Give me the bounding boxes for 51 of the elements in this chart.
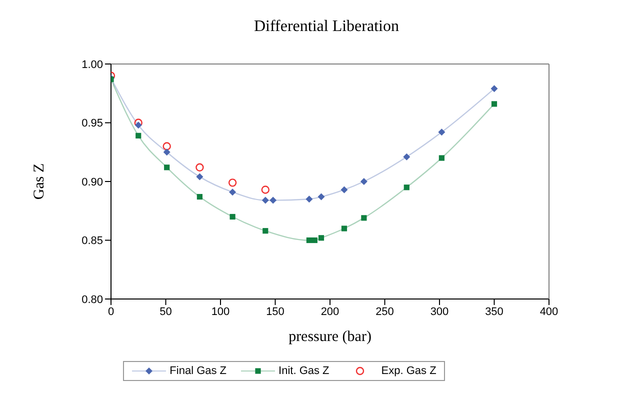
point (162, 142, 171, 150)
point (134, 118, 142, 127)
point (163, 148, 170, 156)
point (228, 178, 237, 187)
point (164, 164, 170, 170)
x-tick-label: 400 (540, 306, 558, 318)
x-tick-label: 250 (376, 306, 394, 318)
point (262, 228, 268, 234)
point (306, 237, 312, 244)
point (312, 237, 318, 244)
point (318, 193, 325, 200)
point (438, 128, 446, 136)
x-tick-label: 300 (430, 306, 449, 318)
x-tick-label: 200 (320, 306, 340, 318)
y-tick-label: 0.95 (82, 118, 103, 130)
y-tick-label: 0.85 (82, 235, 103, 248)
point (261, 186, 270, 194)
y-tick-label: 0.90 (82, 176, 103, 188)
point (403, 153, 410, 160)
point (230, 214, 236, 220)
point (361, 215, 367, 221)
x-axis-title: pressure (bar) (288, 329, 372, 345)
point (438, 155, 444, 161)
x-tick-label: 0 (108, 306, 114, 318)
x-tick-label: 350 (485, 306, 504, 318)
point (229, 188, 236, 196)
y-tick-label: 1.00 (82, 58, 103, 71)
point (340, 186, 348, 194)
x-tick-label: 150 (266, 306, 284, 318)
legend-label: Final Gas Z (168, 365, 227, 377)
point (341, 226, 348, 232)
point (136, 132, 142, 138)
point (491, 101, 498, 107)
x-tick-label: 50 (160, 306, 172, 318)
point (270, 196, 277, 204)
point (490, 85, 498, 92)
y-tick-label: 0.80 (82, 294, 103, 306)
point (196, 194, 202, 200)
x-tick-label: 100 (211, 306, 230, 318)
point (262, 196, 269, 204)
y-axis-title: Gas Z (31, 163, 48, 200)
chart-title: Differential Liberation (253, 18, 400, 36)
point (196, 163, 204, 172)
point (134, 122, 142, 129)
point (196, 173, 204, 180)
point (404, 184, 410, 190)
point (306, 196, 313, 203)
legend-label: Exp. Gas Z (380, 365, 436, 377)
legend-label: Init. Gas Z (278, 365, 330, 377)
point (360, 178, 368, 185)
point (318, 235, 324, 241)
